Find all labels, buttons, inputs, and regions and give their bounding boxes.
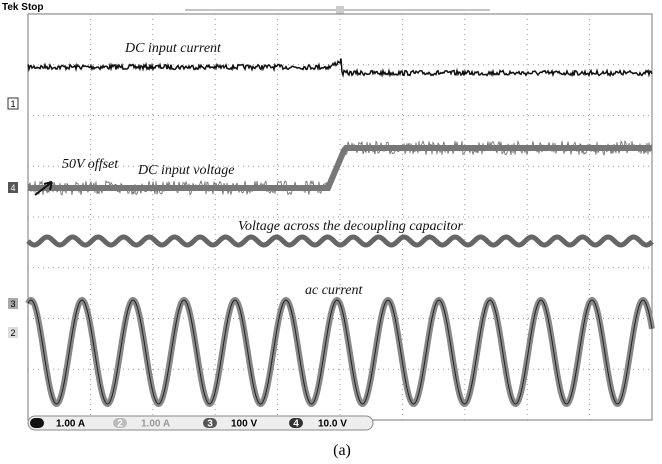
- annotation: 50V offset: [62, 157, 119, 172]
- ch2-label: 2: [117, 419, 123, 430]
- annotation: ac current: [305, 283, 364, 298]
- ch3-label: 3: [207, 419, 213, 430]
- ch4-label: 4: [293, 419, 299, 430]
- annotation: DC input voltage: [137, 163, 234, 178]
- annotation: Voltage across the decoupling capacitor: [238, 219, 464, 234]
- ch2-scale: 1.00 A: [141, 419, 170, 430]
- channel-marker: 2: [10, 328, 15, 338]
- page: Tek Stop DC input current 50V offset DC …: [0, 0, 662, 464]
- ch3-scale: 100 V: [231, 419, 257, 430]
- caption: (a): [333, 442, 351, 459]
- status-text: Tek Stop: [2, 2, 43, 13]
- channel-marker: 1: [10, 99, 15, 109]
- ch1-scale: 1.00 A: [56, 419, 85, 430]
- scope-figure: Tek Stop DC input current 50V offset DC …: [0, 0, 662, 464]
- trigger-marker: [336, 6, 344, 14]
- status-bar: 1.00 A 2 1.00 A 3 100 V 4 10.0 V: [28, 416, 373, 430]
- channel-marker: 4: [10, 183, 15, 193]
- annotation: DC input current: [124, 41, 222, 56]
- channel-marker: 3: [10, 299, 15, 309]
- ch4-scale: 10.0 V: [318, 419, 347, 430]
- ch1-chip: [30, 418, 44, 428]
- channel-markers: 1 4 3 2: [8, 98, 18, 338]
